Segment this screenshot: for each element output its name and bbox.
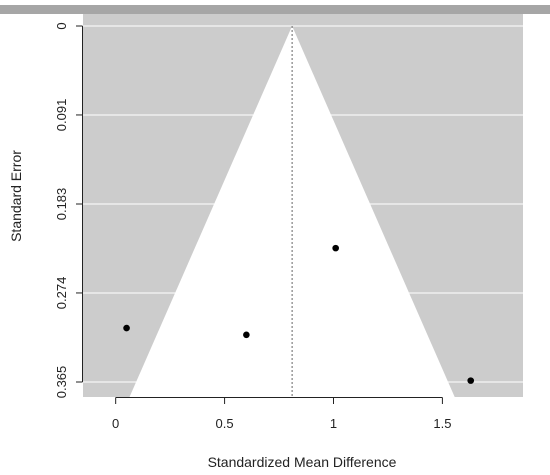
- y-tick-label-3: 0.274: [54, 277, 69, 310]
- y-axis: 0 0.091 0.183 0.274 0.365: [54, 22, 83, 398]
- y-tick-label-2: 0.183: [54, 188, 69, 221]
- x-tick-label-0: 0: [112, 416, 119, 431]
- data-point-1: [123, 324, 130, 332]
- x-axis-title: Standardized Mean Difference: [208, 454, 397, 470]
- x-tick-label-3: 1.5: [433, 416, 451, 431]
- data-points: [123, 244, 475, 384]
- data-point-2: [243, 331, 250, 339]
- y-tick-label-0: 0: [54, 22, 69, 29]
- y-tick-label-4: 0.365: [54, 366, 69, 399]
- y-tick-label-1: 0.091: [54, 99, 69, 132]
- top-bar: [0, 5, 550, 14]
- data-point-4: [467, 377, 475, 384]
- x-tick-label-2: 1: [330, 416, 337, 431]
- y-axis-title: Standard Error: [8, 150, 24, 242]
- x-tick-label-1: 0.5: [216, 416, 234, 431]
- x-axis: 0 0.5 1 1.5: [112, 397, 451, 431]
- data-point-3: [332, 244, 339, 252]
